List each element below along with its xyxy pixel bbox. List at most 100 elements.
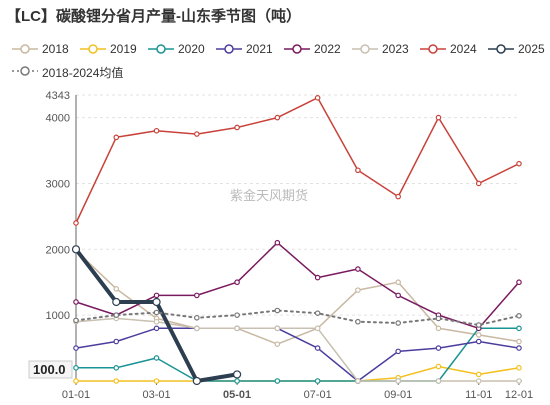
series-line-2020 (75, 327, 520, 382)
data-point-2022 (194, 292, 200, 299)
data-point-2020 (274, 378, 281, 384)
data-point-2024 (516, 160, 522, 167)
legend-label: 2021 (246, 42, 273, 56)
data-point-2018-2024 (153, 309, 160, 316)
data-point-2021 (435, 345, 442, 351)
y-tick-label: 1000 (46, 310, 70, 322)
data-point-2024 (475, 180, 482, 187)
legend-label: 2025 (518, 42, 545, 56)
data-point-2018 (516, 338, 522, 345)
x-tick-label: 12-01 (505, 389, 533, 401)
data-point-2024 (73, 220, 79, 226)
data-point-2018 (395, 279, 401, 286)
data-point-2018-2024 (194, 314, 200, 321)
data-point-2021 (395, 348, 401, 355)
data-point-2023 (355, 378, 361, 384)
data-point-2022 (274, 239, 281, 246)
legend-marker-icon (12, 66, 38, 76)
data-point-2025 (112, 297, 121, 307)
data-point-2023 (234, 325, 240, 332)
data-point-2023 (194, 325, 200, 332)
legend-marker-icon (284, 44, 310, 54)
data-point-2018-2024 (234, 312, 240, 318)
data-point-2018 (113, 286, 120, 292)
data-point-2019 (73, 378, 79, 384)
data-point-2018-2024 (274, 307, 281, 314)
value-tooltip: 100.0 (28, 360, 73, 379)
data-point-2019 (516, 365, 522, 371)
data-point-2025 (71, 245, 81, 254)
data-point-2025 (232, 370, 242, 379)
data-point-2023 (435, 378, 442, 384)
x-tick-label: 07-01 (304, 389, 332, 401)
data-point-2024 (395, 193, 401, 200)
data-point-2021 (113, 338, 120, 345)
legend-label: 2024 (450, 42, 477, 56)
data-point-2022 (234, 279, 240, 286)
data-point-2024 (274, 114, 281, 121)
y-tick-label: 4343 (46, 90, 70, 102)
data-point-2019 (153, 378, 160, 384)
chart-legend: 2018 2019 2020 2021 2022 2023 2024 2025 2018-202… (0, 37, 550, 81)
x-tick-label: 05-01 (223, 389, 251, 401)
series-line-2018-2024 (75, 309, 520, 326)
data-point-2024 (194, 131, 200, 137)
watermark: 紫金天风期货 (230, 188, 308, 204)
data-point-2021 (153, 325, 160, 332)
legend-label: 2018-2024均值 (42, 66, 124, 80)
data-point-2019 (475, 371, 482, 378)
legend-marker-icon (12, 44, 38, 54)
data-point-2025 (152, 297, 161, 307)
chart-title: 【LC】碳酸锂分省月产量-山东季节图（吨） (6, 8, 301, 25)
y-tick-label: 4000 (46, 113, 70, 125)
x-tick-label: 09-01 (384, 389, 412, 401)
data-point-2024 (435, 114, 442, 121)
data-point-2022 (153, 292, 160, 299)
data-point-2018-2024 (475, 322, 482, 328)
data-point-2018-2024 (395, 320, 401, 326)
legend-marker-icon (80, 44, 106, 54)
data-point-2021 (314, 345, 321, 351)
data-point-2019 (435, 363, 442, 370)
x-tick-label: 11-01 (465, 389, 492, 401)
series-line-2019 (75, 365, 520, 382)
data-point-2023 (395, 378, 401, 384)
x-tick-label: 03-01 (142, 389, 170, 401)
data-point-2018-2024 (314, 310, 321, 316)
data-point-2023 (475, 378, 482, 384)
data-point-2022 (516, 279, 522, 286)
data-point-2018 (274, 341, 281, 347)
chart-grid (76, 94, 519, 316)
data-point-2018-2024 (516, 313, 522, 319)
series-line-2018 (75, 249, 520, 345)
data-point-2020 (153, 355, 160, 361)
data-point-2021 (73, 345, 79, 351)
legend-marker-icon (148, 44, 174, 54)
data-point-2024 (314, 95, 321, 101)
data-point-2024 (113, 134, 120, 141)
data-point-2023 (314, 325, 321, 332)
data-point-2022 (314, 274, 321, 281)
legend-label: 2022 (314, 42, 341, 56)
chart-series-layer (71, 95, 522, 386)
y-tick-label: 3000 (46, 178, 70, 190)
legend-marker-icon (216, 44, 242, 54)
data-point-2018-2024 (355, 318, 361, 325)
data-point-2020 (234, 378, 240, 384)
data-point-2018-2024 (113, 312, 120, 318)
data-point-2023 (274, 325, 281, 332)
data-point-2023 (153, 318, 160, 325)
data-point-2025 (192, 376, 201, 386)
data-point-2022 (395, 292, 401, 299)
series-line-2024 (75, 97, 520, 224)
data-point-2021 (516, 345, 522, 351)
series-line-2023 (75, 317, 520, 382)
series-line-2022 (75, 241, 520, 330)
data-point-2024 (355, 167, 361, 174)
series-line-2021 (75, 327, 520, 382)
data-point-2019 (113, 378, 120, 384)
data-point-2020 (516, 325, 522, 332)
data-point-2020 (73, 365, 79, 371)
legend-label: 2018 (42, 42, 69, 56)
